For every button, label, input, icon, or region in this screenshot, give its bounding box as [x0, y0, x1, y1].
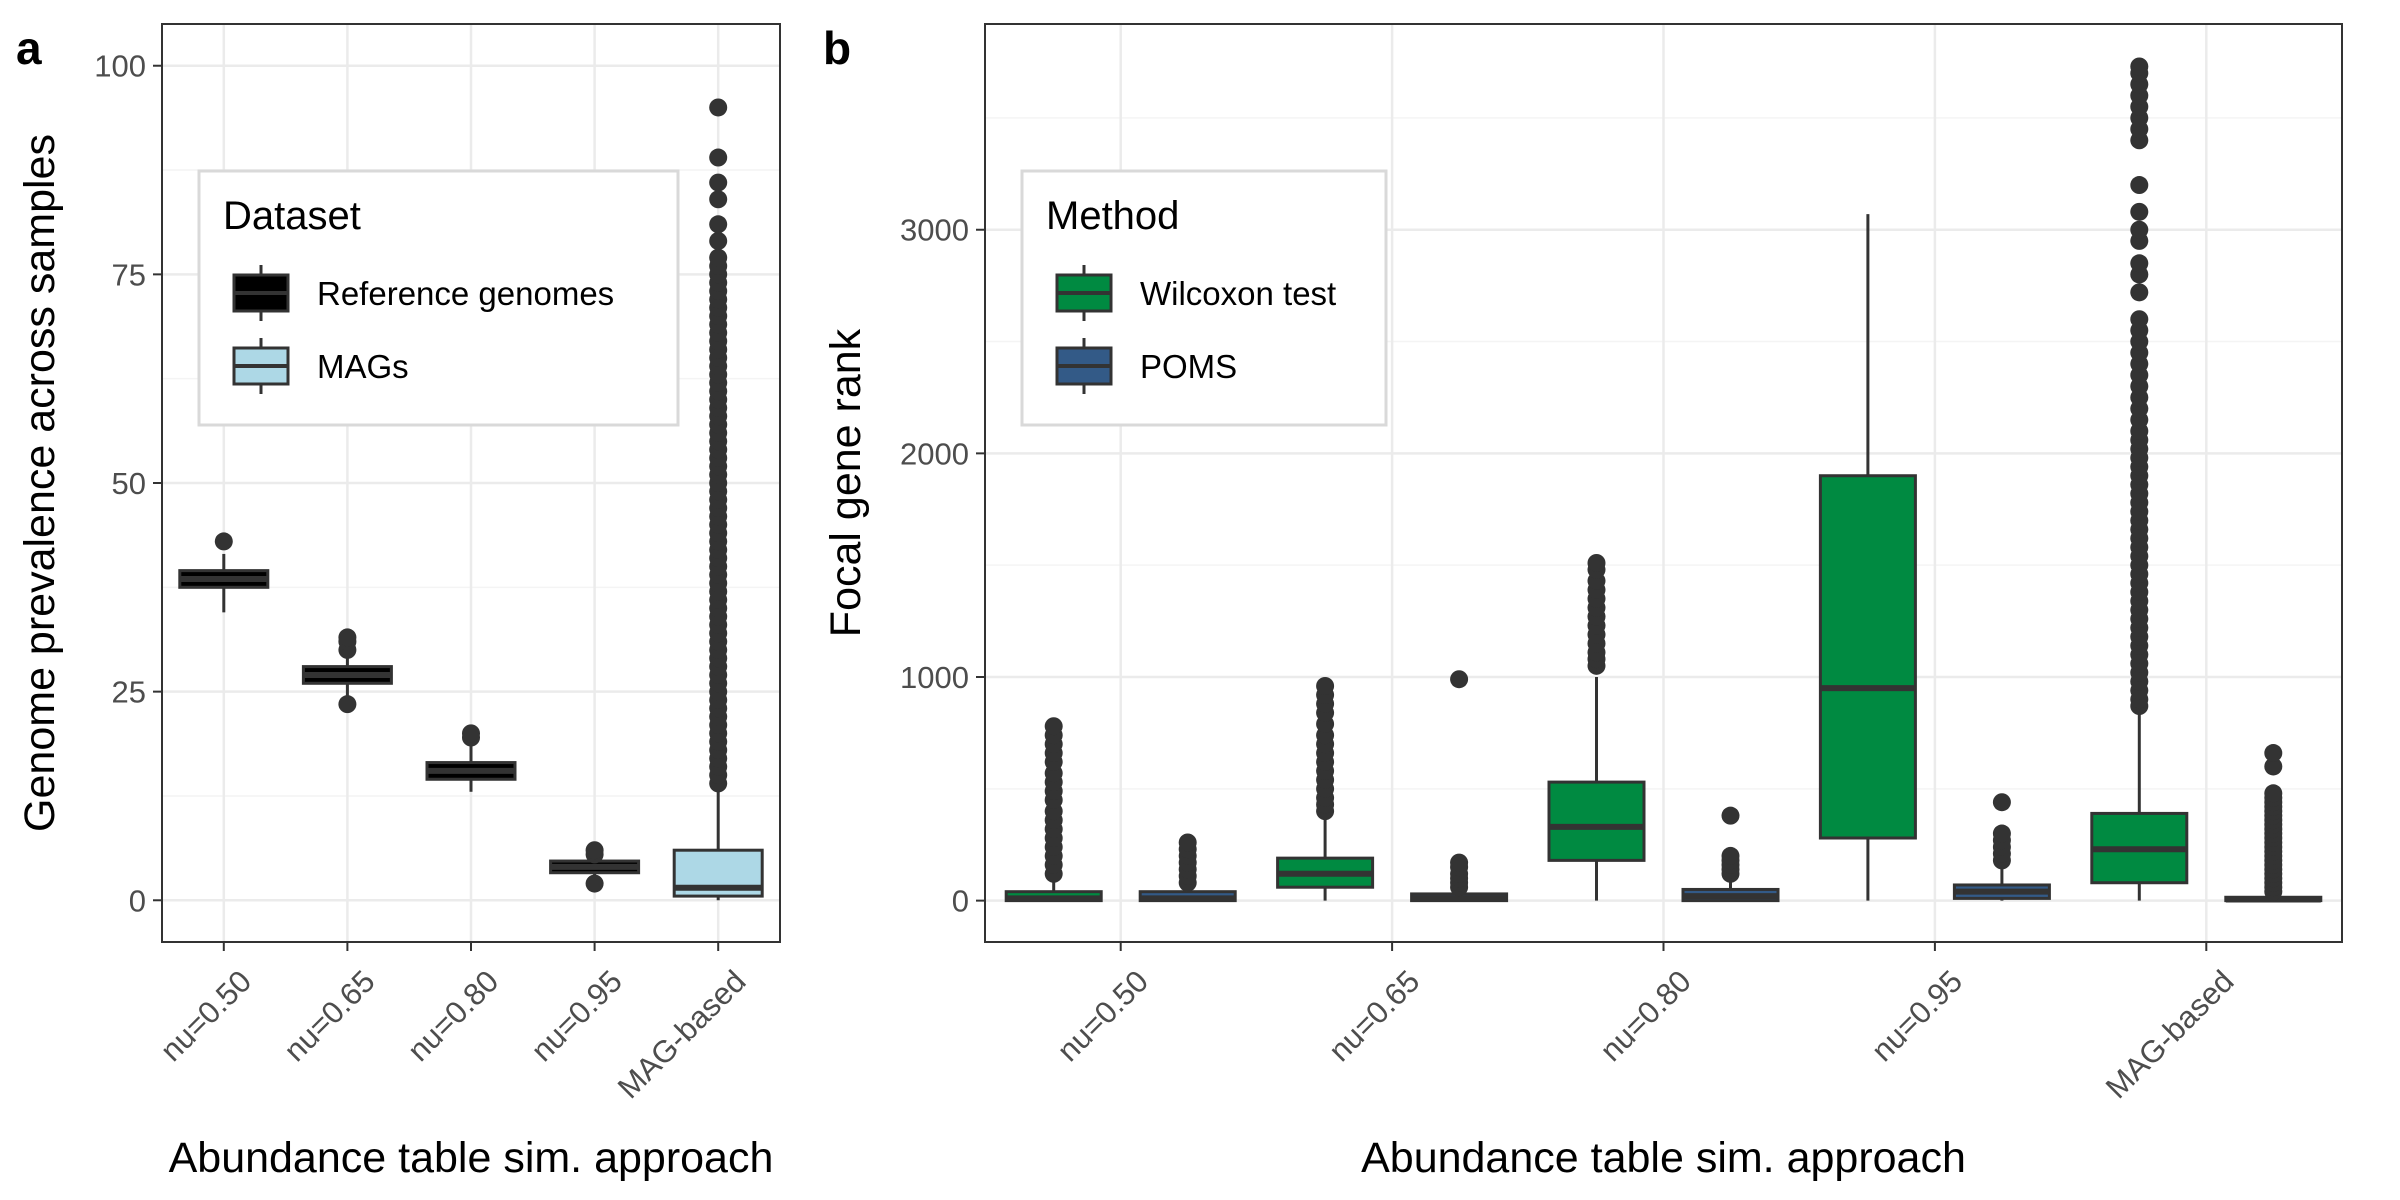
outlier-point	[462, 724, 480, 743]
y-axis-title: Focal gene rank	[822, 328, 870, 637]
x-tick-label: nu=0.65	[1322, 964, 1427, 1069]
panel-b: 0 1000 2000 3000 nu=0.50 nu=0.65 nu=0.80 nu=0.9…	[822, 22, 2343, 1182]
x-tick-label: nu=0.80	[401, 964, 506, 1069]
outlier-point	[1044, 717, 1063, 736]
x-axis-title: Abundance table sim. approach	[1361, 1134, 1966, 1182]
legend-label: POMS	[1140, 348, 1237, 385]
box-nu-0-80	[425, 724, 517, 792]
box-nu-0-50	[1004, 717, 1103, 903]
x-tick-label: nu=0.95	[524, 964, 629, 1069]
x-tick-label: MAG-based	[611, 964, 753, 1106]
legend-title: Dataset	[223, 194, 361, 238]
outlier-point	[709, 173, 728, 192]
box-nu-0-50	[1138, 833, 1237, 903]
legend: Dataset Reference genomes MAGs	[197, 169, 680, 427]
series-mags	[672, 98, 764, 901]
legend-title: Method	[1046, 194, 1179, 238]
box-iqr	[1547, 780, 1646, 862]
outlier-point	[2130, 202, 2149, 221]
outlier-point	[2264, 757, 2283, 776]
legend-label: Wilcoxon test	[1140, 275, 1336, 312]
x-tick-label: nu=0.50	[153, 964, 258, 1069]
outlier-point	[2130, 283, 2149, 302]
outlier-point	[1721, 806, 1740, 825]
box-nu-0-65	[1276, 676, 1375, 901]
outlier-point	[1178, 833, 1197, 852]
box-nu-0-50	[178, 532, 270, 613]
x-tick-label: nu=0.80	[1593, 964, 1698, 1069]
outlier-point	[709, 231, 728, 250]
outlier-point	[338, 695, 357, 714]
series-reference-genomes	[178, 532, 641, 893]
x-axis-title: Abundance table sim. approach	[169, 1134, 774, 1182]
legend-key	[1055, 338, 1113, 394]
outlier-point	[1587, 553, 1606, 572]
x-tick-label: nu=0.95	[1865, 964, 1970, 1069]
box-nu-0-65	[1410, 670, 1509, 903]
outlier-point	[2130, 176, 2149, 195]
y-axis-title: Genome prevalence across samples	[16, 134, 64, 832]
box-mag-based	[2224, 744, 2323, 903]
box-nu-0-80	[1681, 806, 1780, 903]
y-tick-label: 0	[129, 883, 146, 918]
y-tick-label: 3000	[900, 213, 969, 248]
outlier-point	[585, 874, 604, 893]
outlier-point	[2130, 254, 2149, 273]
outlier-point	[1450, 670, 1469, 689]
outlier-point	[2130, 310, 2149, 329]
outlier-point	[1316, 676, 1335, 695]
legend-label: Reference genomes	[317, 275, 614, 312]
outlier-point	[2264, 784, 2283, 803]
legend: Method Wilcoxon test POMS	[1020, 169, 1388, 427]
outlier-point	[2264, 744, 2283, 763]
y-tick-label: 100	[94, 49, 146, 84]
outlier-point	[1721, 846, 1740, 865]
outlier-point	[709, 190, 728, 209]
box-nu-0-95	[1818, 214, 1917, 901]
box-nu-0-95	[549, 841, 641, 893]
y-tick-label: 25	[112, 675, 146, 710]
panel-label: a	[16, 22, 42, 74]
y-tick-label: 1000	[900, 660, 969, 695]
series-wilcoxon-test	[1004, 57, 2189, 903]
outlier-point	[1450, 853, 1469, 872]
outlier-point	[1992, 793, 2011, 812]
outlier-point	[2130, 57, 2149, 76]
outlier-point	[709, 148, 728, 167]
legend-key	[1055, 265, 1113, 321]
outlier-point	[709, 98, 728, 117]
outlier-point	[1992, 824, 2011, 843]
legend-key	[232, 265, 290, 321]
legend-label: MAGs	[317, 348, 409, 385]
outlier-point	[214, 532, 233, 551]
y-tick-label: 0	[952, 884, 969, 919]
outlier-point	[709, 215, 728, 234]
outlier-point	[709, 248, 728, 267]
box-iqr	[1818, 474, 1917, 840]
outlier-point	[585, 841, 604, 860]
panel-label: b	[823, 22, 851, 74]
legend-key	[232, 338, 290, 394]
x-tick-label: MAG-based	[2099, 964, 2241, 1106]
x-tick-label: nu=0.50	[1050, 964, 1155, 1069]
y-tick-label: 2000	[900, 436, 969, 471]
box-mag-based	[672, 98, 764, 901]
outlier-point	[2130, 220, 2149, 239]
x-tick-label: nu=0.65	[277, 964, 382, 1069]
box-nu-0-80	[1547, 553, 1646, 901]
y-tick-label: 50	[112, 466, 146, 501]
box-nu-0-65	[301, 628, 393, 714]
outlier-point	[338, 628, 357, 647]
series-poms	[1138, 670, 2323, 903]
box-nu-0-95	[1952, 793, 2051, 901]
y-tick-label: 75	[112, 257, 146, 292]
box-mag-based	[2090, 57, 2189, 901]
